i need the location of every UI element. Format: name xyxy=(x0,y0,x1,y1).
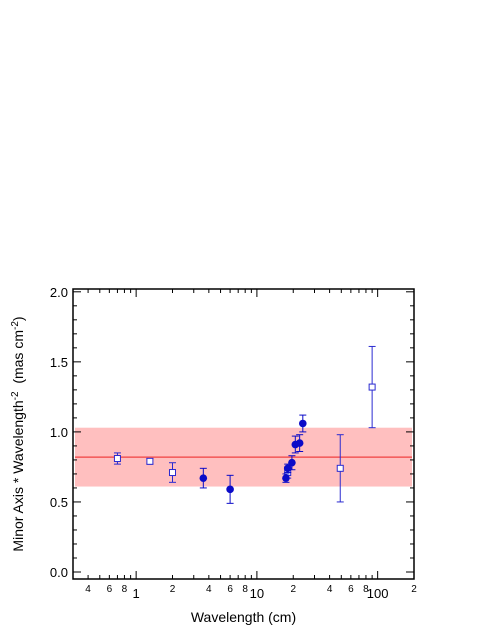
y-axis-label: Minor Axis * Wavelength-2 (mas cm-2) xyxy=(10,316,26,551)
x-minor-tick-label: 6 xyxy=(348,584,354,595)
x-minor-tick-label: 2 xyxy=(411,584,417,595)
y-tick-label: 0.5 xyxy=(50,495,68,510)
x-axis-label: Wavelength (cm) xyxy=(191,609,296,625)
plot-frame xyxy=(72,288,415,580)
x-tick-label: 100 xyxy=(367,586,389,601)
data-point-square xyxy=(336,464,344,472)
x-minor-tick-label: 2 xyxy=(290,584,296,595)
data-point-circle xyxy=(282,474,290,482)
y-axis-label-exponent-1: -2 xyxy=(10,391,21,400)
data-point-square xyxy=(146,457,154,465)
x-minor-tick-label: 2 xyxy=(170,584,176,595)
data-point-circle xyxy=(299,419,307,428)
x-minor-tick-label: 6 xyxy=(107,584,113,595)
x-tick-label: 1 xyxy=(133,586,140,601)
x-minor-tick-label: 8 xyxy=(242,584,248,595)
x-minor-tick-label: 8 xyxy=(122,584,128,595)
y-tick-label: 0.0 xyxy=(50,565,68,580)
data-point-circle xyxy=(199,474,208,482)
data-point-circle xyxy=(288,458,296,467)
data-point-circle xyxy=(226,485,234,494)
x-minor-tick-label: 8 xyxy=(363,584,369,595)
x-minor-tick-label: 4 xyxy=(85,584,91,595)
y-tick-label: 1.5 xyxy=(50,355,68,370)
x-minor-tick-label: 6 xyxy=(227,584,233,595)
data-point-circle xyxy=(295,439,304,447)
y-axis-label-unit: (mas cm xyxy=(10,330,26,391)
y-axis-label-exponent-2: -2 xyxy=(10,321,21,330)
data-point-square xyxy=(368,383,376,391)
data-point-square xyxy=(113,455,121,463)
y-axis-label-close: ) xyxy=(10,316,26,321)
confidence-band-layer xyxy=(75,427,412,487)
data-point-square xyxy=(168,469,176,477)
x-minor-tick-label: 4 xyxy=(327,584,333,595)
y-axis-label-main: Minor Axis * Wavelength xyxy=(10,400,26,551)
y-tick-label: 1.0 xyxy=(50,425,68,440)
x-minor-tick-label: 4 xyxy=(206,584,212,595)
data-marks-layer xyxy=(113,345,376,504)
x-tick-label: 10 xyxy=(250,586,264,601)
y-tick-label: 2.0 xyxy=(50,285,68,300)
